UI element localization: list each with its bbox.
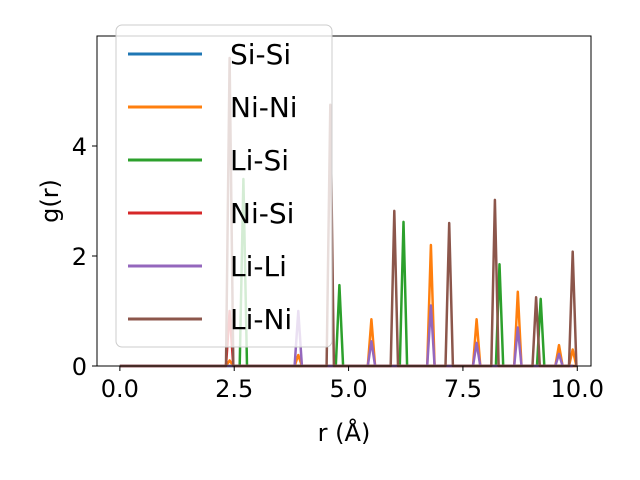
y-tick-label: 4 xyxy=(72,133,87,161)
legend-label: Ni-Si xyxy=(230,197,294,230)
legend: Si-Si Ni-Ni Li-Si Ni-Si Li-Li Li-Ni xyxy=(115,24,333,348)
legend-label: Li-Li xyxy=(230,250,287,283)
legend-box xyxy=(115,24,333,348)
x-tick-label: 5.0 xyxy=(329,375,367,403)
y-tick-label: 2 xyxy=(72,243,87,271)
y-tick-label: 0 xyxy=(72,353,87,381)
x-axis-label: r (Å) xyxy=(318,418,371,447)
legend-label: Si-Si xyxy=(230,38,291,71)
x-tick-label: 0.0 xyxy=(101,375,139,403)
x-tick-label: 7.5 xyxy=(444,375,482,403)
x-tick-label: 2.5 xyxy=(215,375,253,403)
plot-frame xyxy=(96,35,592,367)
x-tick-label: 10.0 xyxy=(551,375,604,403)
legend-label: Li-Si xyxy=(230,144,289,177)
legend-label: Li-Ni xyxy=(230,303,292,336)
y-axis: 0 2 4 xyxy=(72,133,97,381)
x-axis: 0.0 2.5 5.0 7.5 10.0 xyxy=(101,366,604,403)
y-axis-label: g(r) xyxy=(36,179,64,223)
legend-label: Ni-Ni xyxy=(230,91,298,124)
